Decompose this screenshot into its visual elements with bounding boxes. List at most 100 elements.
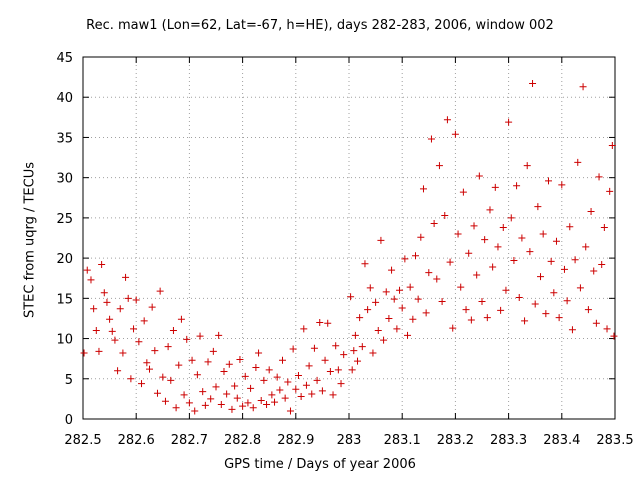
data-point — [438, 298, 446, 306]
data-point — [582, 243, 590, 251]
data-point — [249, 404, 257, 412]
data-point — [486, 206, 494, 214]
data-point — [175, 361, 183, 369]
data-point — [153, 389, 161, 397]
y-tick-label: 25 — [56, 212, 73, 227]
data-point — [606, 187, 614, 195]
data-point — [584, 306, 592, 314]
data-point — [313, 376, 321, 384]
data-point — [87, 276, 95, 284]
data-point — [372, 298, 380, 306]
data-point — [560, 265, 568, 273]
data-point — [279, 356, 286, 364]
x-tick-label: 283.1 — [384, 433, 421, 448]
data-point — [332, 342, 340, 350]
data-point — [475, 172, 483, 180]
data-point — [321, 356, 329, 364]
data-point — [334, 366, 342, 374]
data-point — [590, 267, 598, 275]
data-point — [124, 294, 132, 302]
data-point — [244, 399, 252, 407]
data-point — [483, 314, 491, 322]
data-point — [326, 368, 334, 376]
data-point — [558, 181, 566, 189]
data-point — [576, 284, 584, 292]
data-point — [566, 223, 574, 231]
data-point — [316, 318, 324, 326]
data-point — [377, 236, 385, 244]
y-tick-label: 0 — [65, 413, 73, 428]
data-point — [114, 367, 122, 375]
data-point — [185, 399, 193, 407]
data-point — [502, 286, 510, 294]
data-point — [83, 266, 91, 274]
x-tick-label: 282.5 — [64, 433, 101, 448]
data-point — [526, 248, 534, 256]
x-tick-label: 283 — [337, 433, 362, 448]
data-point — [435, 162, 443, 170]
x-tick-label: 283.2 — [437, 433, 474, 448]
data-point — [467, 316, 475, 324]
x-tick-label: 282.9 — [277, 433, 314, 448]
data-point — [281, 394, 289, 402]
data-point — [574, 158, 582, 166]
data-point — [188, 356, 196, 364]
data-point — [217, 401, 225, 409]
data-point — [521, 317, 529, 325]
data-point — [100, 289, 108, 297]
data-point — [130, 325, 138, 333]
data-point — [417, 233, 425, 241]
data-point — [111, 336, 119, 344]
data-point — [414, 295, 422, 303]
data-point — [568, 326, 576, 334]
data-point — [132, 296, 140, 304]
data-point — [146, 365, 153, 373]
data-point — [247, 384, 255, 392]
data-point — [350, 347, 358, 355]
data-point — [324, 319, 332, 327]
data-point — [196, 332, 204, 340]
data-point — [356, 314, 364, 322]
y-tick-label: 35 — [56, 131, 73, 146]
data-point — [537, 273, 545, 281]
data-point — [497, 306, 505, 314]
data-point — [215, 331, 223, 339]
data-point — [505, 118, 513, 126]
data-point — [164, 343, 172, 351]
data-point — [515, 294, 523, 302]
data-point — [212, 383, 220, 391]
data-point — [470, 222, 478, 230]
data-point — [364, 306, 372, 314]
data-point — [523, 162, 531, 170]
data-point — [167, 376, 175, 384]
data-point — [361, 260, 369, 268]
data-point — [507, 214, 515, 222]
data-point — [177, 315, 185, 323]
data-point — [140, 317, 148, 325]
x-tick-label: 283.3 — [490, 433, 527, 448]
data-point — [494, 243, 502, 251]
data-point — [382, 288, 390, 296]
data-point — [592, 319, 600, 327]
data-point — [351, 331, 359, 339]
y-tick-label: 45 — [56, 51, 73, 66]
data-point — [449, 324, 457, 332]
data-point — [340, 351, 348, 359]
data-point — [90, 305, 98, 313]
y-tick-label: 15 — [56, 292, 73, 307]
x-tick-label: 282.6 — [118, 433, 155, 448]
data-point — [183, 335, 191, 343]
x-tick-label: 282.7 — [171, 433, 208, 448]
data-point — [587, 207, 595, 215]
data-point — [292, 385, 300, 393]
data-point — [329, 391, 337, 399]
data-point — [276, 386, 284, 394]
data-point — [236, 355, 244, 363]
data-point — [347, 293, 355, 301]
data-point — [103, 298, 111, 306]
data-point — [348, 366, 356, 374]
data-point — [143, 359, 151, 367]
y-tick-label: 10 — [56, 333, 73, 348]
data-point — [305, 362, 313, 370]
data-point — [388, 266, 396, 274]
